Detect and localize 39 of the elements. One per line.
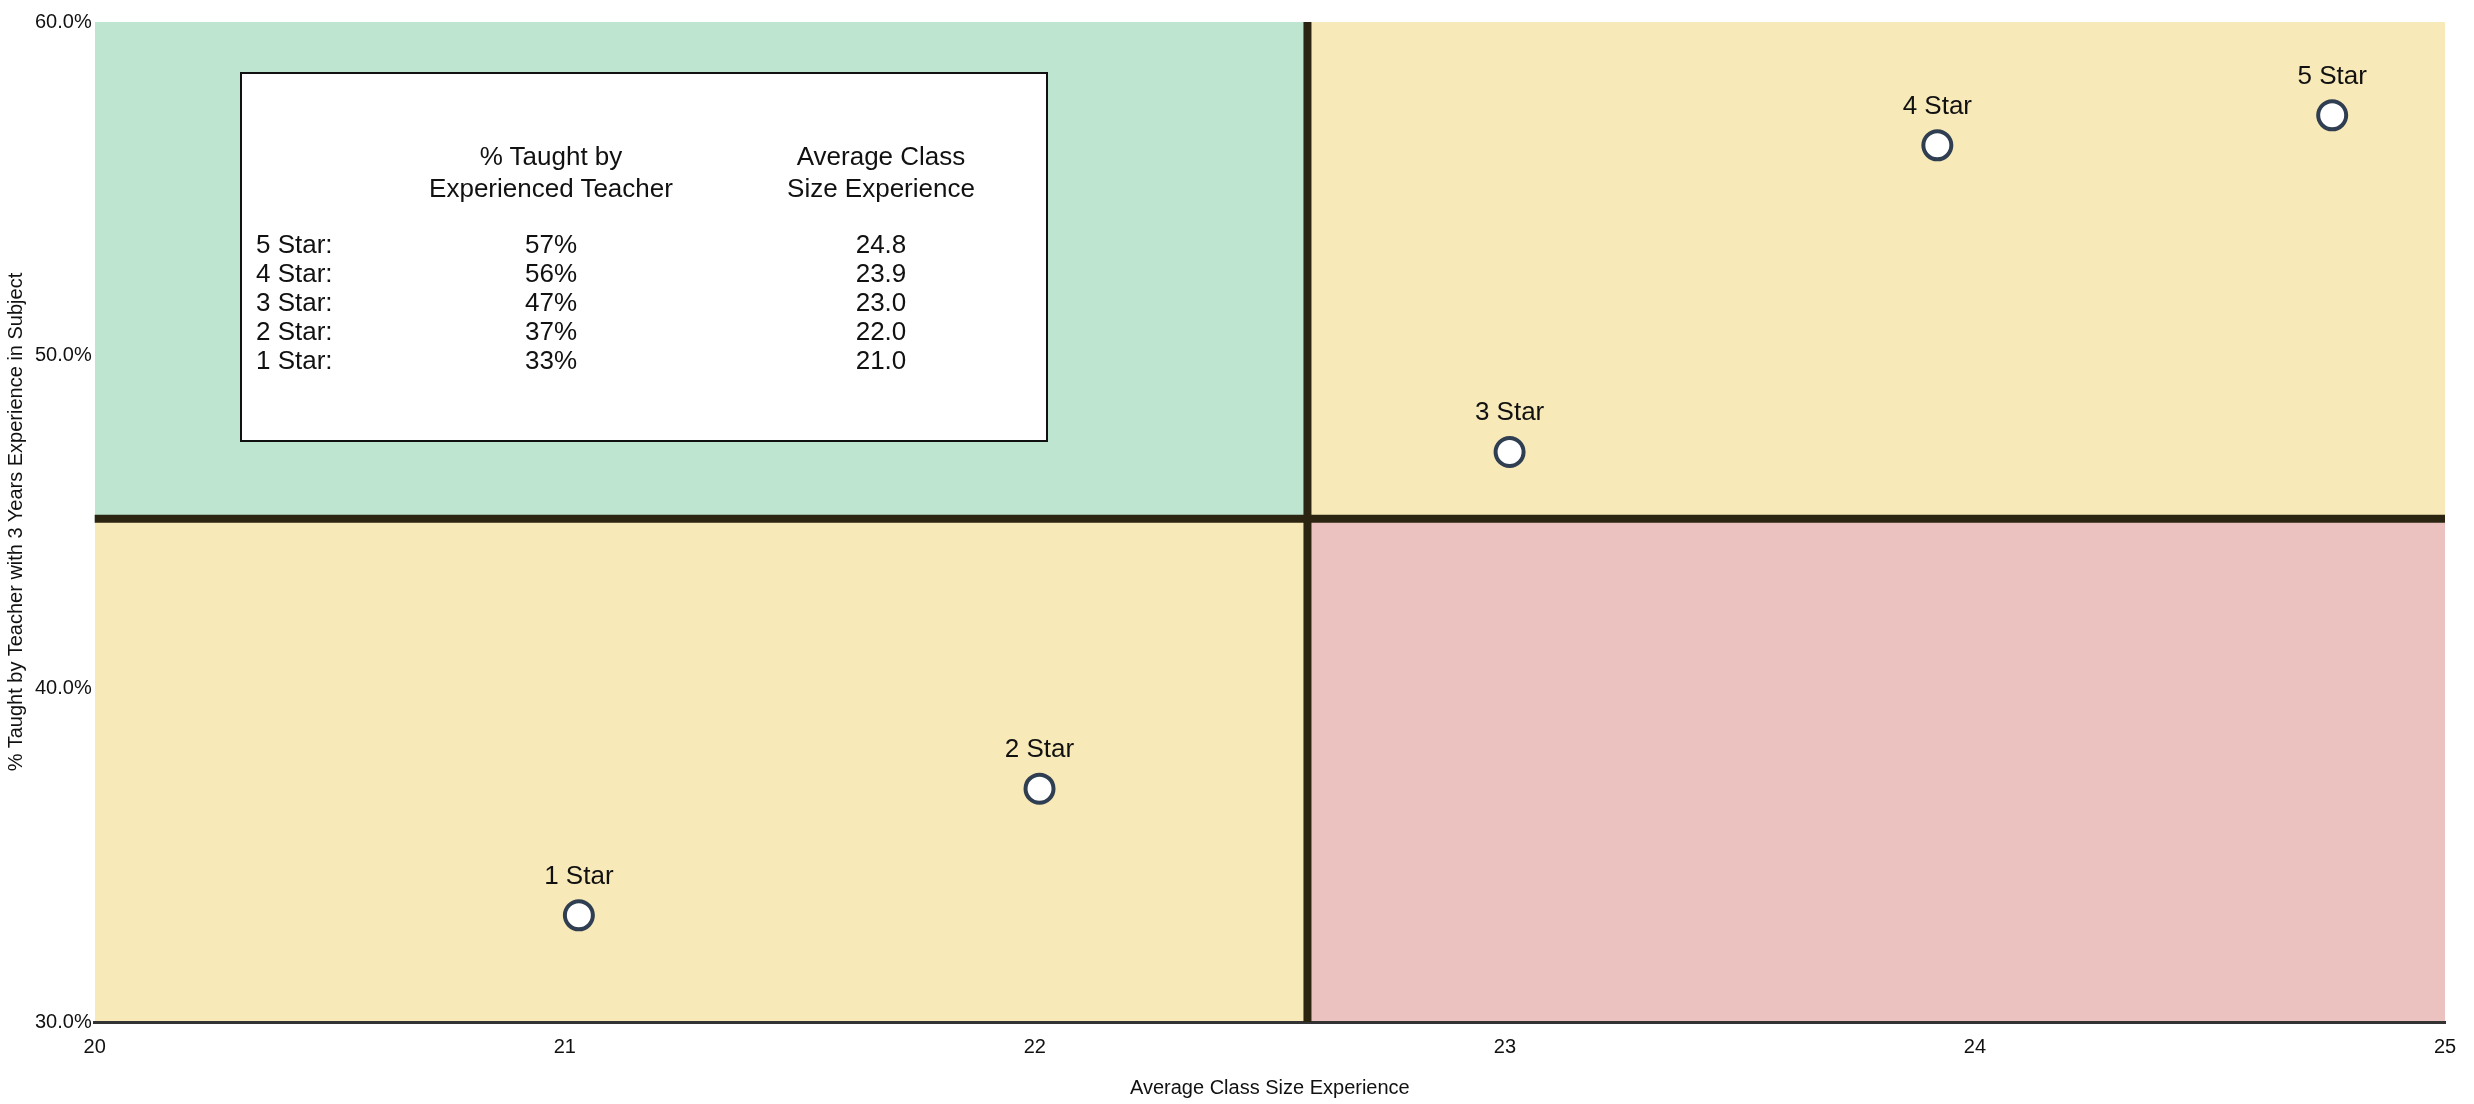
annotation: 23.9 xyxy=(854,257,908,288)
annotation: 2 Star: xyxy=(256,315,334,346)
x-axis-title: Average Class Size Experience xyxy=(1129,1075,1410,1098)
x-tick-label: 25 xyxy=(2433,1034,2457,1057)
annotation: 3 Star xyxy=(1474,396,1545,427)
annotation: 5 Star: xyxy=(256,228,334,259)
annotation: 56% xyxy=(523,257,578,288)
annotation: 57% xyxy=(523,228,578,259)
x-tick-label: 21 xyxy=(553,1034,576,1057)
y-tick-label: 30.0% xyxy=(34,1009,92,1032)
annotation: 1 Star xyxy=(544,859,614,890)
y-tick-label: 50.0% xyxy=(34,342,92,365)
annotation: 4 Star: xyxy=(256,257,334,288)
x-tick-label: 20 xyxy=(83,1034,106,1057)
annotation: 5 Star xyxy=(2297,59,2368,90)
y-tick-label: 40.0% xyxy=(34,676,92,699)
y-axis-title: % Taught by Teacher with 3 Years Experience in Subject xyxy=(3,272,26,772)
annotation: 23.0 xyxy=(854,286,908,317)
annotation: 4 Star xyxy=(1902,89,1973,120)
x-tick-label: 23 xyxy=(1493,1034,1517,1057)
point xyxy=(1493,436,1526,468)
annotation: 22.0 xyxy=(854,315,908,346)
annotation: 37% xyxy=(523,315,578,346)
annotation: 2 Star xyxy=(1004,732,1075,763)
point xyxy=(562,899,595,932)
annotation: 21.0 xyxy=(854,344,908,375)
annotation: % Taught by Experienced Teacher xyxy=(428,139,674,204)
x-tick-label: 24 xyxy=(1963,1034,1987,1057)
annotation: 33% xyxy=(523,344,578,375)
point xyxy=(1023,772,1056,805)
x-tick-label: 22 xyxy=(1023,1034,1046,1057)
annotation: 24.8 xyxy=(854,228,908,259)
annotation: 1 Star: xyxy=(256,344,334,375)
annotation: Average Class Size Experience xyxy=(786,139,976,204)
y-tick-label: 60.0% xyxy=(34,9,92,32)
point xyxy=(1921,129,1954,162)
point xyxy=(2316,99,2349,132)
annotation: 47% xyxy=(523,286,578,317)
annotation: 3 Star: xyxy=(256,286,334,317)
